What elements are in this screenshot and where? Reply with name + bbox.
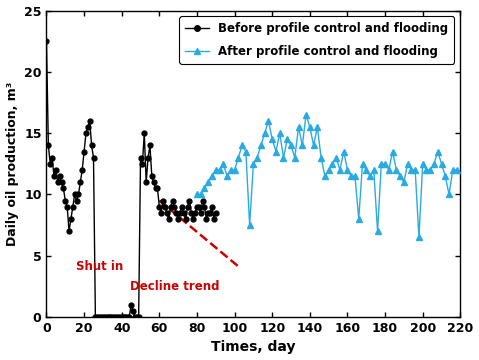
Legend: Before profile control and flooding, After profile control and flooding: Before profile control and flooding, Aft… [180,17,455,64]
Text: Decline trend: Decline trend [130,280,219,293]
Text: Shut in: Shut in [76,260,123,274]
X-axis label: Times, day: Times, day [211,341,296,355]
Y-axis label: Daily oil production, m³: Daily oil production, m³ [6,82,19,246]
